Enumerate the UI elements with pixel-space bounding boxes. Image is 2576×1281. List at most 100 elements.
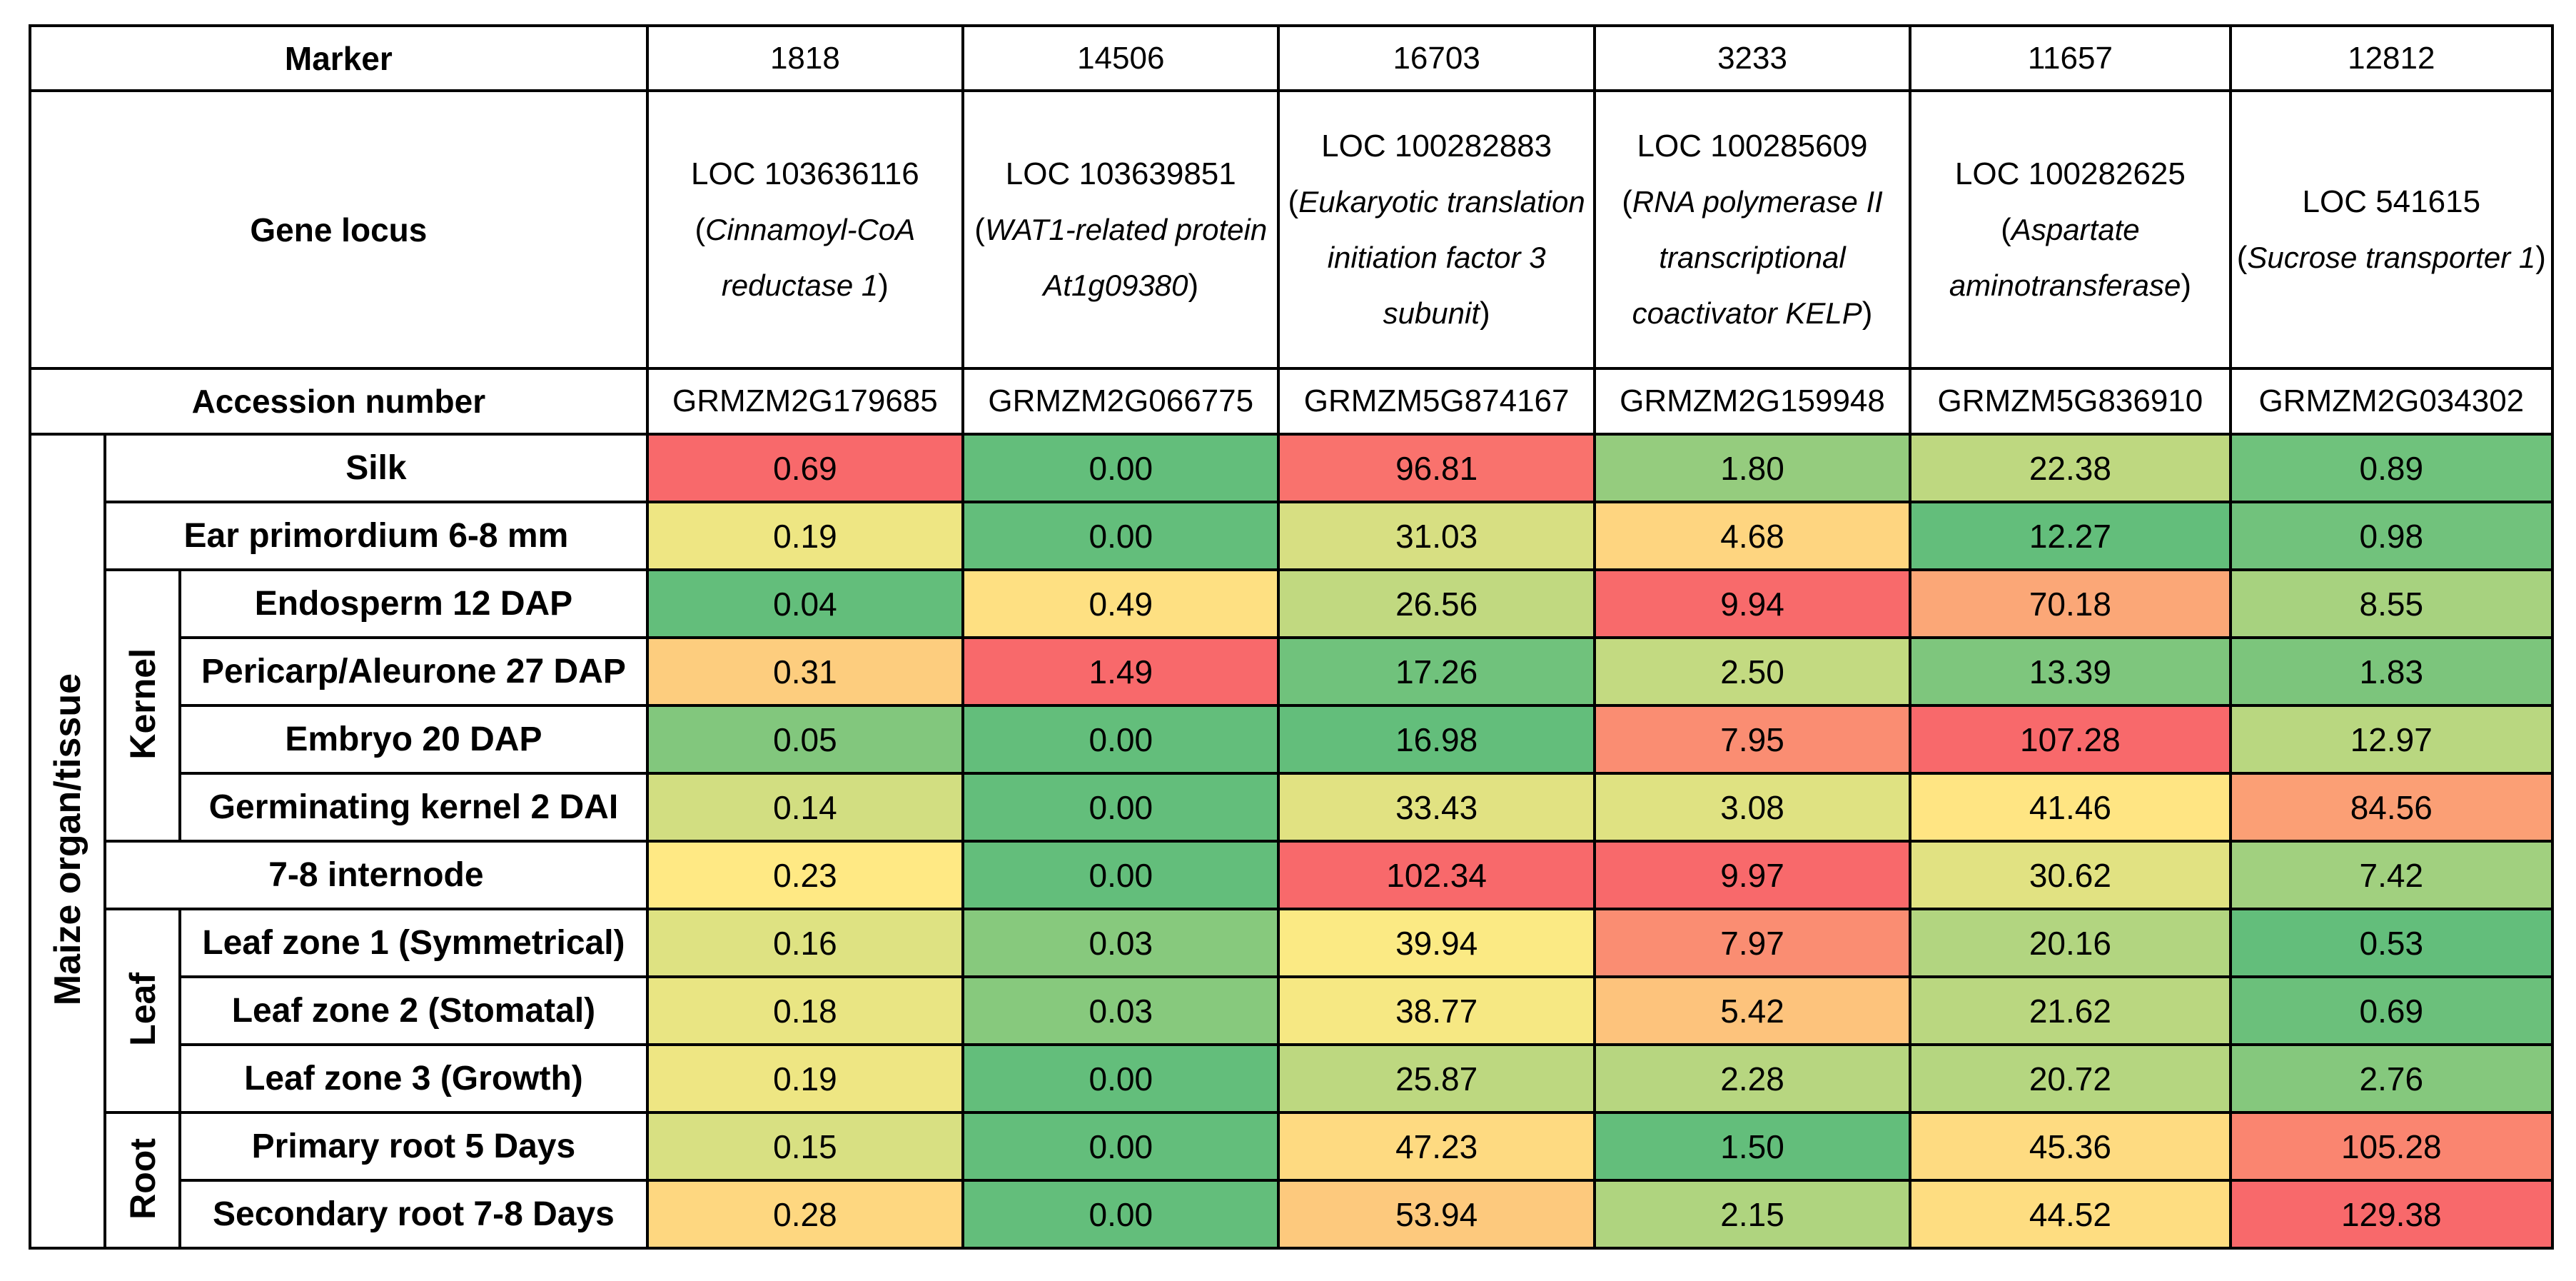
heat-cell: 0.05 (645, 704, 965, 775)
heat-cell: 0.15 (645, 1111, 965, 1182)
tissue-row: Leaf zone 2 (Stomatal) 0.18 0.03 38.77 5.42 2… (30, 975, 2555, 1046)
heat-cell: 0.00 (961, 772, 1281, 843)
accession-number: GRMZM2G159948 (1592, 367, 1912, 436)
tissue-label: Leaf zone 2 (Stomatal) (178, 975, 649, 1046)
expression-heatmap-table: Marker 1818 14506 16703 3233 11657 12812 Gene… (28, 24, 2555, 1250)
heat-cell: 0.03 (961, 975, 1281, 1046)
marker-header-label: Marker (29, 24, 649, 92)
tissue-label: Embryo 20 DAP (178, 704, 649, 775)
accession-number: GRMZM2G066775 (961, 367, 1281, 436)
gene-description: (Aspartate aminotransferase) (1913, 202, 2227, 313)
heat-cell: 20.16 (1909, 908, 2232, 978)
heat-cell: 44.52 (1909, 1179, 2232, 1250)
gene-description-close-paren: ) (2181, 267, 2191, 303)
heat-cell: 70.18 (1909, 568, 2232, 639)
gene-locus-cell: LOC 541615 (Sucrose transporter 1) (2228, 89, 2555, 370)
heat-cell: 0.04 (645, 568, 965, 639)
marker-id: 11657 (1909, 24, 2232, 92)
heat-cell: 0.14 (645, 772, 965, 843)
gene-description-open-paren: ( (1288, 184, 1299, 219)
tissue-label: Silk (103, 433, 649, 503)
gene-locus-id: LOC 100285609 (1637, 128, 1868, 164)
group-label: Root (122, 1137, 163, 1220)
row-axis-label: Maize organ/tissue (46, 673, 89, 1006)
tissue-row: Maize organ/tissue Silk 0.69 0.00 96.81 1.80 2… (28, 433, 2555, 1250)
accession-header-label: Accession number (29, 367, 649, 436)
heat-cell: 0.19 (645, 1043, 965, 1114)
heat-cell: 9.97 (1592, 840, 1912, 910)
gene-locus-cell: LOC 100282883 (Eukaryotic translation ini… (1277, 89, 1596, 370)
gene-description-text: WAT1-related protein At1g09380 (984, 212, 1268, 302)
group-label: Leaf (122, 972, 163, 1046)
accession-number: GRMZM5G874167 (1277, 367, 1596, 436)
heat-cell: 0.00 (961, 1043, 1281, 1114)
heat-cell: 53.94 (1277, 1179, 1596, 1250)
heat-cell: 7.42 (2228, 840, 2555, 910)
tissue-label: Endosperm 12 DAP (178, 568, 649, 639)
gene-locus-id: LOC 100282883 (1321, 128, 1552, 164)
tissue-row: 7-8 internode 0.23 0.00 102.34 9.97 30.62 7.42 (30, 840, 2555, 910)
tissue-label: Germinating kernel 2 DAI (178, 772, 649, 843)
gene-locus-cell: LOC 100285609 (RNA polymerase II transcri… (1592, 89, 1912, 370)
row-axis-label-cell: Maize organ/tissue (28, 433, 107, 1250)
gene-locus-id: LOC 103639851 (1005, 156, 1236, 191)
heat-cell: 0.49 (961, 568, 1281, 639)
tissue-label: 7-8 internode (103, 840, 649, 910)
heat-cell: 47.23 (1277, 1111, 1596, 1182)
heat-cell: 7.95 (1592, 704, 1912, 775)
table-body: Marker 1818 14506 16703 3233 11657 12812 Gene… (28, 24, 2555, 1250)
heat-cell: 16.98 (1277, 704, 1596, 775)
heat-cell: 129.38 (2228, 1179, 2555, 1250)
heat-cell: 41.46 (1909, 772, 2232, 843)
heat-cell: 0.18 (645, 975, 965, 1046)
gene-description-open-paren: ( (2236, 239, 2248, 275)
tissue-row: Embryo 20 DAP 0.05 0.00 16.98 7.95 107.28 12.9… (30, 704, 2555, 775)
heat-cell: 2.15 (1592, 1179, 1912, 1250)
gene-description-close-paren: ) (1862, 295, 1873, 331)
gene-locus-cell: LOC 103636116 (Cinnamoyl-CoA reductase 1) (645, 89, 965, 370)
heat-cell: 31.03 (1277, 501, 1596, 571)
gene-description-text: Eukaryotic translation initiation factor… (1298, 184, 1585, 330)
heat-cell: 0.00 (961, 433, 1281, 503)
gene-description-text: RNA polymerase II transcriptional coacti… (1632, 184, 1883, 330)
heat-cell: 4.68 (1592, 501, 1912, 571)
heat-cell: 25.87 (1277, 1043, 1596, 1114)
heat-cell: 1.83 (2228, 636, 2555, 707)
gene-locus-row: Gene locus LOC 103636116 (Cinnamoyl-CoA r… (29, 89, 2555, 370)
heat-cell: 0.28 (645, 1179, 965, 1250)
heat-cell: 2.50 (1592, 636, 1912, 707)
tissue-label: Leaf zone 1 (Symmetrical) (178, 908, 649, 978)
group-label-cell: Root (103, 1111, 182, 1250)
tissue-row: Leaf zone 3 (Growth) 0.19 0.00 25.87 2.28 20.… (30, 1043, 2555, 1114)
accession-number: GRMZM5G836910 (1909, 367, 2232, 436)
heat-cell: 30.62 (1909, 840, 2232, 910)
heat-cell: 0.00 (961, 1179, 1281, 1250)
heat-cell: 45.36 (1909, 1111, 2232, 1182)
heat-cell: 0.00 (961, 1111, 1281, 1182)
marker-id: 16703 (1277, 24, 1596, 92)
gene-description: (RNA polymerase II transcriptional coact… (1597, 174, 1907, 341)
gene-locus-id: LOC 103636116 (691, 156, 919, 191)
gene-description-close-paren: ) (878, 267, 889, 303)
heat-cell: 84.56 (2228, 772, 2555, 843)
heat-cell: 2.28 (1592, 1043, 1912, 1114)
marker-id: 14506 (961, 24, 1281, 92)
heat-cell: 0.03 (961, 908, 1281, 978)
heat-cell: 0.16 (645, 908, 965, 978)
gene-locus-cell: LOC 100282625 (Aspartate aminotransferase… (1909, 89, 2232, 370)
heat-cell: 0.53 (2228, 908, 2555, 978)
heat-cell: 96.81 (1277, 433, 1596, 503)
gene-description-open-paren: ( (1622, 184, 1632, 219)
tissue-label: Secondary root 7-8 Days (178, 1179, 649, 1250)
tissue-label: Leaf zone 3 (Growth) (178, 1043, 649, 1114)
heat-cell: 8.55 (2228, 568, 2555, 639)
marker-id: 1818 (645, 24, 965, 92)
tissue-label: Pericarp/Aleurone 27 DAP (178, 636, 649, 707)
heat-cell: 1.50 (1592, 1111, 1912, 1182)
tissue-row: Leaf Leaf zone 1 (Symmetrical) 0.16 0.03 39.… (30, 908, 2555, 1114)
gene-description: (WAT1-related protein At1g09380) (966, 202, 1276, 313)
gene-locus-id: LOC 100282625 (1954, 156, 2186, 191)
heat-cell: 0.89 (2228, 433, 2555, 503)
group-label-cell: Kernel (103, 568, 182, 843)
heat-cell: 0.19 (645, 501, 965, 571)
